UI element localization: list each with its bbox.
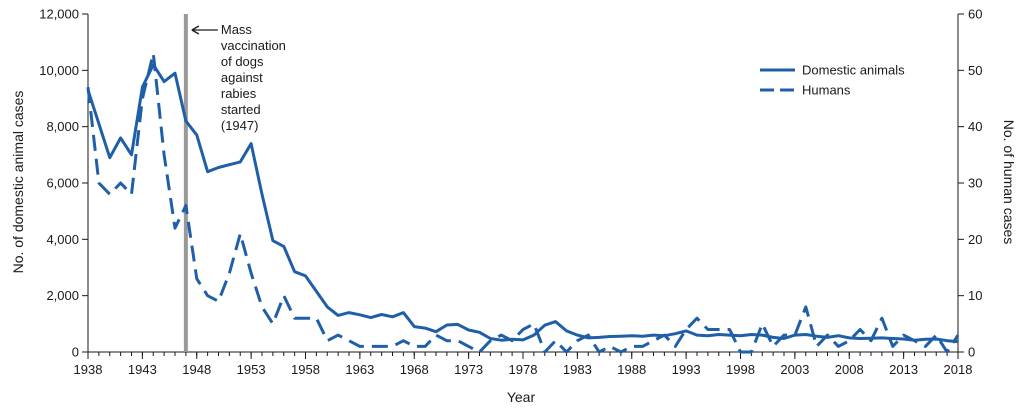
x-tick-label: 2018 bbox=[944, 362, 973, 377]
right-tick-label: 50 bbox=[968, 63, 982, 78]
annotation-line: started bbox=[221, 102, 261, 117]
annotation-arrow-head bbox=[191, 25, 200, 35]
x-tick-label: 1963 bbox=[345, 362, 374, 377]
x-tick-label: 1938 bbox=[74, 362, 103, 377]
left-tick-label: 0 bbox=[72, 345, 79, 360]
right-tick-label: 30 bbox=[968, 176, 982, 191]
x-tick-label: 1983 bbox=[563, 362, 592, 377]
left-tick-label: 12,000 bbox=[39, 7, 79, 22]
left-tick-label: 8,000 bbox=[46, 119, 79, 134]
x-tick-label: 1973 bbox=[454, 362, 483, 377]
x-tick-label: 1943 bbox=[128, 362, 157, 377]
annotation-line: vaccination bbox=[221, 38, 286, 53]
x-tick-label: 1948 bbox=[182, 362, 211, 377]
x-tick-label: 1958 bbox=[291, 362, 320, 377]
left-tick-label: 4,000 bbox=[46, 232, 79, 247]
legend-label: Domestic animals bbox=[802, 63, 905, 78]
left-tick-label: 10,000 bbox=[39, 63, 79, 78]
x-tick-label: 2003 bbox=[780, 362, 809, 377]
x-axis-title: Year bbox=[507, 389, 536, 405]
right-tick-label: 40 bbox=[968, 119, 982, 134]
x-tick-label: 2008 bbox=[835, 362, 864, 377]
left-tick-label: 2,000 bbox=[46, 288, 79, 303]
legend-label: Humans bbox=[802, 83, 851, 98]
annotation-line: rabies bbox=[221, 86, 257, 101]
right-tick-label: 0 bbox=[968, 345, 975, 360]
series-layer bbox=[86, 51, 960, 354]
annotation-line: (1947) bbox=[221, 118, 259, 133]
x-tick-label: 1988 bbox=[617, 362, 646, 377]
annotation-line: Mass bbox=[221, 22, 253, 37]
annotation-line: against bbox=[221, 70, 263, 85]
left-tick-label: 6,000 bbox=[46, 176, 79, 191]
left-y-axis-title: No. of domestic animal cases bbox=[10, 91, 26, 274]
left-y-axis: 0 2,000 4,000 6,000 8,000 10,000 12,000 bbox=[39, 7, 89, 360]
series-line-humans bbox=[86, 51, 960, 354]
x-tick-label: 1998 bbox=[726, 362, 755, 377]
annotation-line: of dogs bbox=[221, 54, 264, 69]
x-tick-label: 1978 bbox=[509, 362, 538, 377]
x-tick-label: 1993 bbox=[672, 362, 701, 377]
right-y-axis-title: No. of human cases bbox=[1001, 120, 1017, 245]
x-tick-label: 1953 bbox=[237, 362, 266, 377]
right-y-axis: 0 10 20 30 40 50 60 bbox=[957, 7, 982, 360]
series-line-domestic-animals bbox=[86, 63, 959, 344]
right-tick-label: 60 bbox=[968, 7, 982, 22]
right-tick-label: 10 bbox=[968, 288, 982, 303]
x-tick-label: 1968 bbox=[400, 362, 429, 377]
x-axis: 1938 1943 1948 1953 1958 1963 1968 1973 1978 1983… bbox=[74, 351, 973, 377]
x-tick-label: 2013 bbox=[889, 362, 918, 377]
legend: Domestic animals Humans bbox=[760, 63, 905, 98]
right-tick-label: 20 bbox=[968, 232, 982, 247]
